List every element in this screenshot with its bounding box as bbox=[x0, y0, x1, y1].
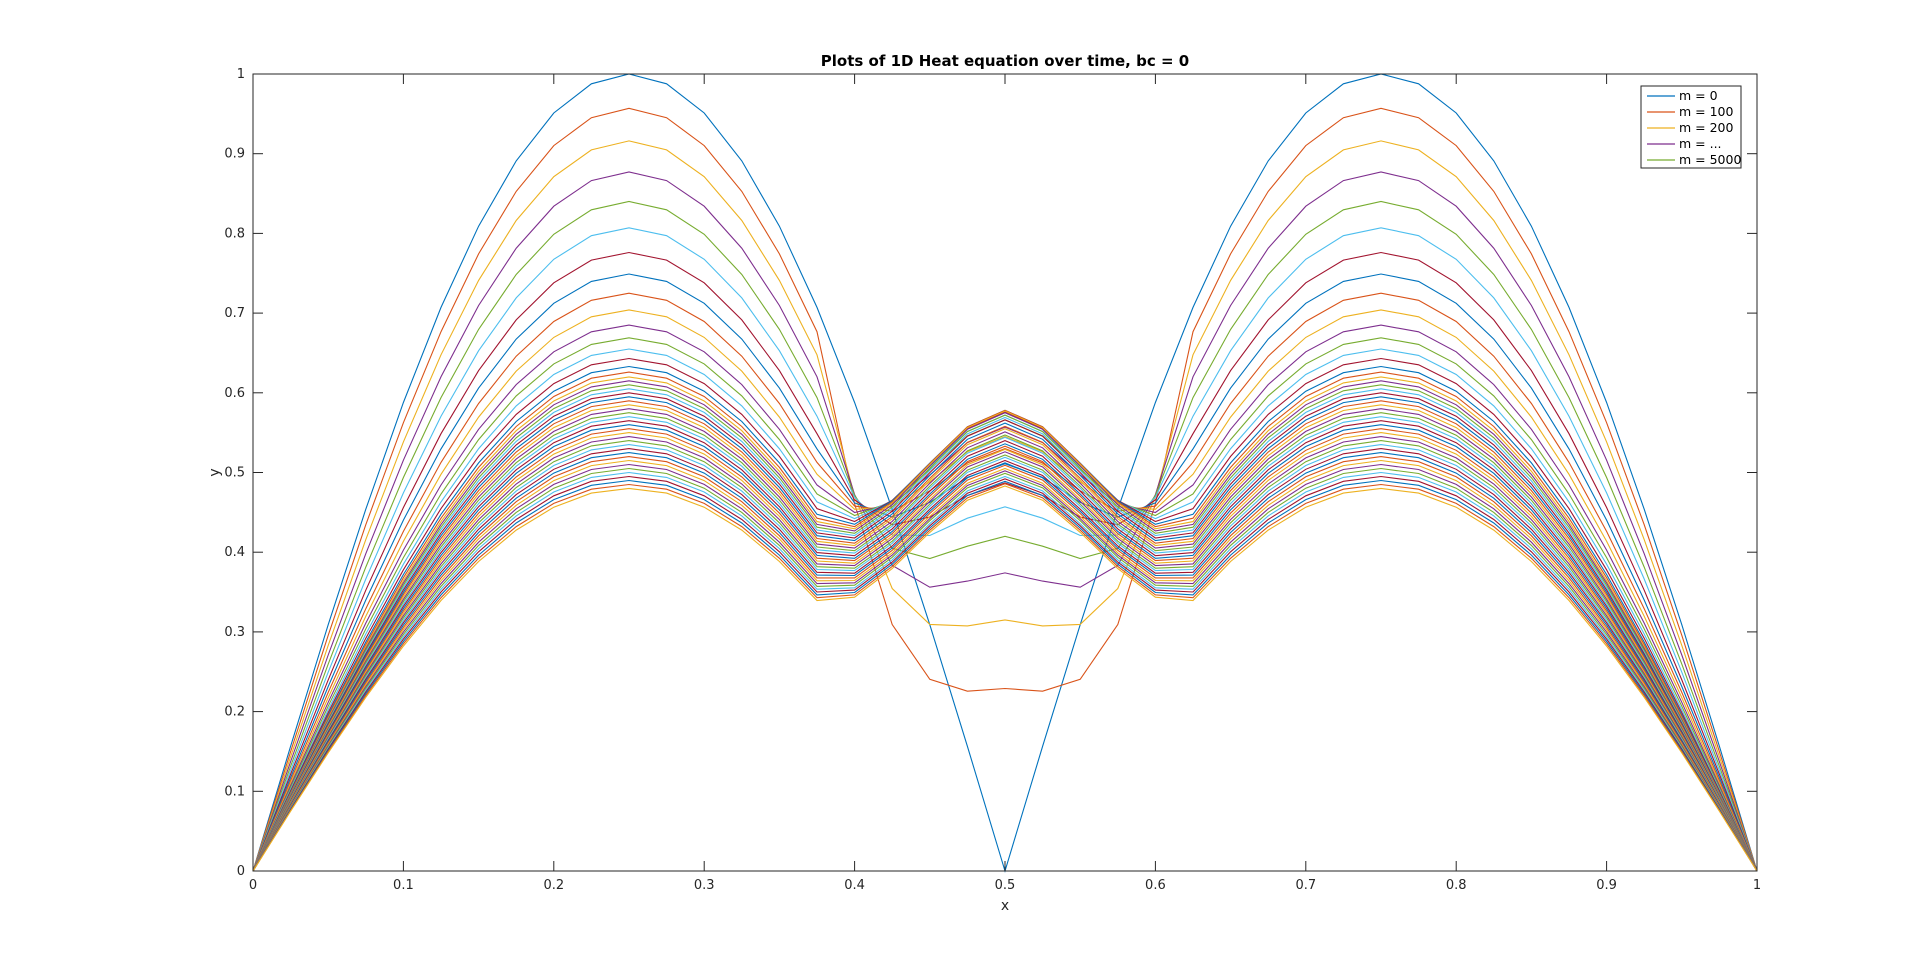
axes-layer: 0 0.1 0.2 0.3 0.4 0.5 0.6 0.7 0.8 0.9 1 0 0.1 0.2 0.3 0… bbox=[224, 67, 1761, 893]
series-line-44 bbox=[252, 485, 1758, 872]
series-line-8 bbox=[252, 292, 1758, 872]
series-line-42 bbox=[252, 479, 1758, 872]
series-line-34 bbox=[252, 448, 1758, 872]
series-line-22 bbox=[252, 400, 1758, 872]
series-line-23 bbox=[252, 404, 1758, 872]
series-line-26 bbox=[252, 416, 1758, 872]
series-line-32 bbox=[252, 440, 1758, 872]
x-tick-label: 0 bbox=[249, 878, 257, 893]
plot-area bbox=[253, 74, 1757, 871]
x-axis-label: x bbox=[1001, 898, 1009, 914]
legend-box bbox=[1640, 85, 1742, 169]
y-tick-label: 0.3 bbox=[224, 625, 245, 640]
x-tick-label: 0.4 bbox=[844, 878, 865, 893]
series-line-39 bbox=[252, 467, 1758, 872]
series-line-25 bbox=[252, 412, 1758, 872]
y-tick-label: 1 bbox=[237, 67, 245, 82]
y-tick-label: 0.7 bbox=[224, 306, 245, 321]
series-line-15 bbox=[252, 371, 1758, 872]
legend-entry: m = 0 bbox=[1679, 88, 1718, 103]
legend-entry: m = 200 bbox=[1679, 120, 1734, 135]
series-line-36 bbox=[252, 456, 1758, 872]
series-line-1 bbox=[252, 107, 1758, 872]
series-line-18 bbox=[252, 384, 1758, 872]
series-line-9 bbox=[252, 309, 1758, 872]
series-line-29 bbox=[252, 428, 1758, 872]
series-line-7 bbox=[252, 273, 1758, 872]
y-tick-label: 0.6 bbox=[224, 386, 245, 401]
series-line-35 bbox=[252, 452, 1758, 872]
y-tick-label: 0.5 bbox=[224, 466, 245, 481]
series-line-3 bbox=[252, 171, 1758, 872]
x-tick-label: 0.7 bbox=[1295, 878, 1316, 893]
legend-entry: m = 5000 bbox=[1679, 152, 1741, 167]
series-line-5 bbox=[252, 227, 1758, 872]
series-line-27 bbox=[252, 420, 1758, 872]
chart-title: Plots of 1D Heat equation over time, bc … bbox=[821, 52, 1189, 70]
y-tick-label: 0 bbox=[237, 864, 245, 879]
series-line-2 bbox=[252, 140, 1758, 872]
series-line-24 bbox=[252, 408, 1758, 872]
series-line-19 bbox=[252, 388, 1758, 872]
series-line-33 bbox=[252, 444, 1758, 872]
legend-entry: m = ... bbox=[1679, 136, 1722, 151]
series-line-31 bbox=[252, 436, 1758, 872]
series-line-30 bbox=[252, 432, 1758, 872]
series-line-38 bbox=[252, 463, 1758, 872]
y-axis-label: y bbox=[207, 468, 223, 476]
x-tick-label: 0.3 bbox=[694, 878, 715, 893]
legend-entry: m = 100 bbox=[1679, 104, 1734, 119]
series-line-16 bbox=[252, 376, 1758, 872]
y-tick-label: 0.1 bbox=[224, 784, 245, 799]
x-tick-label: 0.9 bbox=[1596, 878, 1617, 893]
x-tick-label: 0.6 bbox=[1145, 878, 1166, 893]
series-line-4 bbox=[252, 200, 1758, 872]
series-line-17 bbox=[252, 380, 1758, 872]
series-line-43 bbox=[252, 483, 1758, 872]
y-tick-label: 0.8 bbox=[224, 226, 245, 241]
series-line-41 bbox=[252, 475, 1758, 872]
series-line-40 bbox=[252, 471, 1758, 872]
x-tick-label: 1 bbox=[1753, 878, 1761, 893]
x-tick-label: 0.1 bbox=[393, 878, 414, 893]
series-line-20 bbox=[252, 392, 1758, 872]
series-line-10 bbox=[252, 324, 1758, 872]
x-tick-label: 0.8 bbox=[1446, 878, 1467, 893]
series-line-28 bbox=[252, 424, 1758, 872]
series-line-37 bbox=[252, 459, 1758, 872]
y-tick-label: 0.4 bbox=[224, 545, 245, 560]
series-line-6 bbox=[252, 251, 1758, 872]
series-line-21 bbox=[252, 396, 1758, 872]
series-line-13 bbox=[252, 357, 1758, 872]
y-tick-label: 0.9 bbox=[224, 147, 245, 162]
x-tick-label: 0.2 bbox=[543, 878, 564, 893]
x-tick-label: 0.5 bbox=[995, 878, 1016, 893]
series-layer bbox=[252, 73, 1758, 873]
y-tick-label: 0.2 bbox=[224, 705, 245, 720]
